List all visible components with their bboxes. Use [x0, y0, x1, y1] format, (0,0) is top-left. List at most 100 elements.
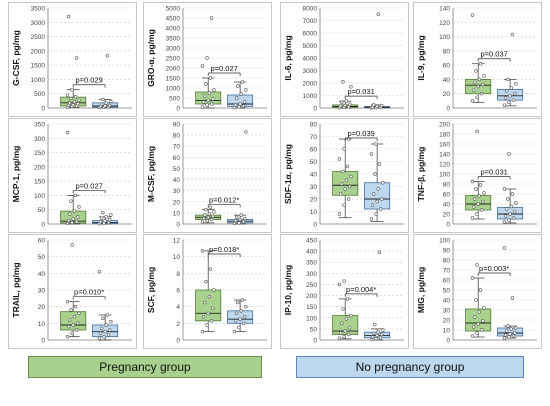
pregnancy-data-point	[482, 191, 486, 195]
pregnancy-data-point	[205, 218, 209, 223]
pregnancy-data-point	[482, 74, 486, 78]
no_pregnancy-data-point	[105, 54, 110, 58]
pregnancy-data-point	[204, 279, 208, 284]
no_pregnancy-data-point	[239, 309, 243, 313]
y-tick-label: 70	[443, 268, 451, 275]
no_pregnancy-data-point	[232, 221, 237, 226]
no_pregnancy-data-point	[240, 298, 245, 302]
y-axis-label: TRAIL, pg/mg	[11, 262, 21, 317]
no_pregnancy-data-point	[104, 215, 108, 219]
pregnancy-data-point	[481, 319, 485, 323]
pregnancy-data-point	[203, 94, 207, 98]
no_pregnancy-data-point	[503, 333, 508, 337]
pregnancy-data-point	[203, 213, 207, 217]
pregnancy-data-point	[73, 95, 78, 99]
p-value-label: p=0.010*	[74, 288, 104, 297]
pregnancy-data-point	[474, 69, 478, 73]
no_pregnancy-data-point	[377, 162, 382, 166]
pregnancy-data-point	[201, 100, 206, 104]
no_pregnancy-data-point	[99, 326, 104, 331]
y-tick-label: 0	[41, 338, 45, 345]
no_pregnancy-data-point	[510, 192, 515, 196]
pregnancy-data-point	[65, 93, 70, 97]
y-tick-label: 150	[34, 179, 45, 186]
pregnancy-data-point	[477, 310, 482, 314]
pregnancy-data-point	[68, 318, 72, 322]
pregnancy-data-point	[200, 105, 205, 109]
pregnancy-data-point	[346, 197, 351, 201]
no_pregnancy-data-point	[510, 32, 515, 37]
y-tick-label: 180	[439, 132, 450, 139]
p-value-label: p=0.039	[347, 129, 374, 138]
y-axis-label: TNF-β, pg/mg	[416, 147, 426, 202]
y-tick-label: 90	[443, 248, 451, 255]
no_pregnancy-data-point	[99, 216, 104, 220]
y-tick-label: 100	[439, 238, 450, 245]
y-tick-label: 0	[446, 338, 450, 345]
no_pregnancy-data-point	[102, 334, 106, 339]
panel-frame	[280, 118, 409, 233]
pregnancy-box	[332, 171, 359, 196]
pregnancy-data-point	[470, 276, 475, 280]
pregnancy-data-point	[72, 100, 77, 104]
pregnancy-data-point	[212, 288, 216, 292]
pregnancy-data-point	[479, 92, 484, 96]
y-tick-label: 0	[176, 106, 180, 113]
y-tick-label: 1000	[31, 77, 46, 84]
y-tick-label: 350	[34, 122, 45, 129]
y-tick-label: 2500	[166, 56, 181, 63]
y-tick-label: 12	[173, 238, 181, 245]
no_pregnancy-data-point	[380, 197, 384, 201]
pregnancy-data-point	[349, 174, 353, 179]
no_pregnancy-data-point	[236, 300, 240, 305]
y-tick-label: 2000	[31, 48, 46, 55]
pregnancy-data-point	[479, 328, 484, 332]
no_pregnancy-data-point	[502, 246, 507, 250]
pregnancy-data-point	[337, 282, 342, 287]
no_pregnancy-data-point	[507, 335, 511, 339]
pregnancy-data-point	[76, 321, 80, 326]
y-tick-label: 30	[310, 184, 318, 191]
no_pregnancy-data-point	[101, 210, 105, 215]
pregnancy-data-point	[206, 215, 210, 220]
no_pregnancy-data-point	[105, 313, 110, 317]
no_pregnancy-data-point	[243, 314, 247, 319]
y-axis-label: IP-10, pg/mg	[283, 265, 293, 316]
pregnancy-data-point	[66, 218, 71, 223]
y-tick-label: 3000	[166, 46, 181, 53]
no_pregnancy-data-point	[109, 213, 113, 217]
pregnancy-data-point	[475, 331, 479, 335]
y-tick-label: 0	[313, 106, 317, 113]
pregnancy-data-point	[206, 98, 210, 103]
pregnancy-data-point	[211, 306, 215, 311]
no_pregnancy-data-point	[380, 103, 384, 108]
pregnancy-data-point	[343, 329, 347, 333]
no_pregnancy-data-point	[507, 100, 511, 104]
pregnancy-data-point	[207, 91, 212, 95]
y-tick-label: 30	[443, 308, 451, 315]
pregnancy-data-point	[340, 182, 344, 186]
no_pregnancy-data-point	[509, 327, 513, 331]
pregnancy-data-point	[70, 88, 74, 92]
y-tick-label: 250	[34, 150, 45, 157]
pregnancy-data-point	[74, 56, 79, 60]
y-tick-label: 80	[443, 48, 451, 55]
y-tick-label: 20	[38, 304, 46, 311]
y-tick-label: 4	[176, 304, 180, 311]
pregnancy-data-point	[205, 103, 209, 107]
y-tick-label: 10	[310, 209, 318, 216]
y-tick-label: 350	[306, 260, 317, 267]
no_pregnancy-data-point	[103, 219, 107, 223]
pregnancy-data-point	[200, 249, 205, 253]
pregnancy-data-point	[477, 77, 482, 82]
y-tick-label: 6000	[303, 31, 318, 38]
no_pregnancy-data-point	[513, 209, 517, 214]
y-tick-label: 5000	[166, 6, 181, 13]
no_pregnancy-data-point	[380, 332, 384, 337]
no_pregnancy-data-point	[374, 336, 378, 341]
pregnancy-data-point	[474, 298, 478, 302]
y-axis-label: MCP-1, pg/mg	[11, 146, 21, 203]
pregnancy-data-point	[343, 187, 347, 191]
y-tick-label: 1000	[166, 86, 181, 93]
no_pregnancy-data-point	[103, 104, 107, 108]
